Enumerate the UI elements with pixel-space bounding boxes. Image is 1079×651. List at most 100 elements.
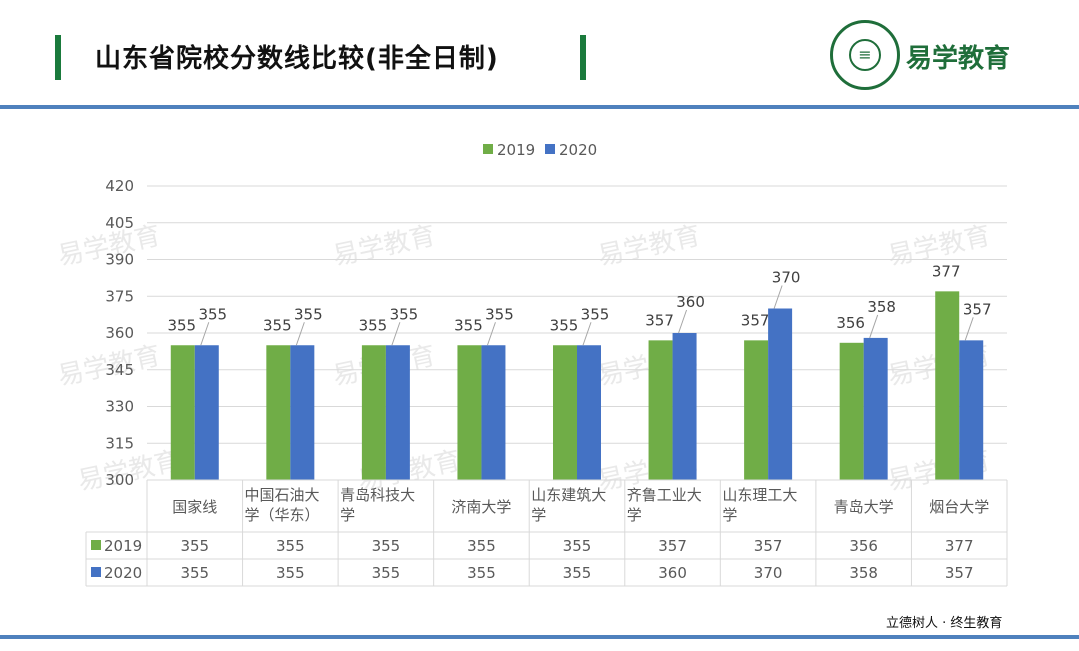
bar-2019 xyxy=(361,345,386,480)
leader-line xyxy=(964,317,974,341)
y-tick-label: 330 xyxy=(105,398,134,416)
y-tick-label: 420 xyxy=(105,177,134,195)
bar-2020 xyxy=(290,345,315,480)
table-cell: 357 xyxy=(658,537,687,555)
table-cell: 360 xyxy=(658,564,687,582)
table-cell: 377 xyxy=(945,537,974,555)
data-label: 357 xyxy=(645,311,674,329)
table-cell: 358 xyxy=(849,564,878,582)
y-tick-label: 390 xyxy=(105,251,134,269)
table-cell: 355 xyxy=(180,564,209,582)
table-cell: 355 xyxy=(467,537,496,555)
data-label: 355 xyxy=(550,316,579,334)
legend-swatch xyxy=(545,144,555,154)
category-label: 青岛科技大学 xyxy=(340,486,415,524)
bar-2019 xyxy=(935,291,960,480)
bar-2019 xyxy=(553,345,577,480)
y-tick-label: 375 xyxy=(105,287,134,305)
bar-2020 xyxy=(768,308,793,480)
bar-2020 xyxy=(863,337,888,480)
table-cell: 355 xyxy=(372,537,401,555)
page-title: 山东省院校分数线比较(非全日制) xyxy=(95,44,499,74)
legend-label: 2020 xyxy=(559,141,597,159)
table-legend-swatch xyxy=(91,567,101,577)
leader-line xyxy=(773,285,783,309)
data-label: 360 xyxy=(676,293,705,311)
bar-2019 xyxy=(266,345,291,480)
data-label: 355 xyxy=(263,316,292,334)
y-tick-label: 300 xyxy=(105,471,134,489)
data-label: 357 xyxy=(963,300,992,318)
data-label: 355 xyxy=(294,305,323,323)
table-cell: 355 xyxy=(467,564,496,582)
bar-2019 xyxy=(457,345,482,480)
table-row-header: 2019 xyxy=(104,537,142,555)
category-label: 国家线 xyxy=(172,498,217,516)
bar-2020 xyxy=(577,345,601,480)
legend-label: 2019 xyxy=(497,141,535,159)
table-cell: 355 xyxy=(276,564,305,582)
category-label: 山东建筑大学 xyxy=(531,486,606,524)
category-label: 齐鲁工业大学 xyxy=(627,486,702,524)
data-label: 377 xyxy=(932,262,961,280)
table-cell: 357 xyxy=(754,537,783,555)
bar-2020 xyxy=(672,333,697,480)
leader-line xyxy=(295,322,305,346)
bar-2020 xyxy=(481,345,506,480)
category-label: 青岛大学 xyxy=(834,498,894,516)
table-cell: 355 xyxy=(372,564,401,582)
data-label: 357 xyxy=(741,311,770,329)
table-cell: 355 xyxy=(180,537,209,555)
y-tick-label: 345 xyxy=(105,361,134,379)
table-cell: 355 xyxy=(276,537,305,555)
data-label: 358 xyxy=(867,298,896,316)
table-cell: 357 xyxy=(945,564,974,582)
data-label: 355 xyxy=(454,316,483,334)
bar-2020 xyxy=(194,345,219,480)
data-label: 355 xyxy=(167,316,196,334)
bar-2019 xyxy=(744,340,769,480)
leader-line xyxy=(486,322,496,346)
table-cell: 355 xyxy=(563,537,592,555)
watermark: 易学教育 xyxy=(330,221,438,272)
data-label: 356 xyxy=(836,314,865,332)
bar-2019 xyxy=(170,345,195,480)
category-label: 山东理工大学 xyxy=(722,486,797,524)
data-label: 355 xyxy=(359,316,388,334)
bar-2019 xyxy=(839,342,864,480)
leader-line xyxy=(582,322,592,346)
y-tick-label: 360 xyxy=(105,324,134,342)
leader-line xyxy=(678,309,688,334)
table-row-header: 2020 xyxy=(104,564,142,582)
title-left-bar xyxy=(55,35,61,80)
data-label: 370 xyxy=(772,269,801,287)
table-cell: 355 xyxy=(563,564,592,582)
footer-divider xyxy=(0,635,1079,639)
logo-icon: ≡ xyxy=(830,20,900,90)
leader-line xyxy=(391,322,401,346)
category-label: 烟台大学 xyxy=(929,498,989,516)
y-tick-label: 315 xyxy=(105,434,134,452)
y-tick-label: 405 xyxy=(105,214,134,232)
legend-swatch xyxy=(483,144,493,154)
bar-2020 xyxy=(959,340,984,480)
data-label: 355 xyxy=(485,305,514,323)
bar-2020 xyxy=(385,345,410,480)
footer-slogan: 立德树人 · 终生教育 xyxy=(886,616,1003,631)
data-label: 355 xyxy=(581,305,610,323)
header-divider xyxy=(0,105,1079,109)
table-cell: 370 xyxy=(754,564,783,582)
title-right-bar xyxy=(580,35,586,80)
watermark: 易学教育 xyxy=(595,221,703,272)
table-cell: 356 xyxy=(849,537,878,555)
brand-name: 易学教育 xyxy=(906,44,1011,74)
category-label: 济南大学 xyxy=(451,498,511,516)
data-label: 355 xyxy=(390,305,419,323)
table-legend-swatch xyxy=(91,540,101,550)
data-label: 355 xyxy=(198,305,227,323)
leader-line xyxy=(869,314,879,339)
category-label: 中国石油大学（华东） xyxy=(245,486,320,524)
leader-line xyxy=(200,322,210,346)
bar-2019 xyxy=(648,340,673,480)
